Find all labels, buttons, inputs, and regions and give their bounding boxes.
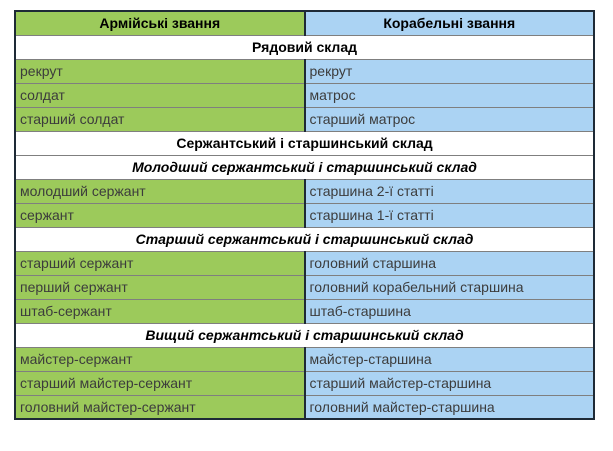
navy-rank-cell: старшина 1-ї статті [304,202,594,228]
navy-rank-cell: майстер-старшина [304,346,594,372]
army-rank-cell: старший солдат [15,106,306,132]
navy-rank-cell: старшина 2-ї статті [304,178,594,204]
navy-rank-cell: рекрут [304,58,594,84]
rank-row: штаб-сержант штаб-старшина [15,298,594,324]
navy-rank-cell: матрос [304,82,594,108]
rank-row: молодший сержант старшина 2-ї статті [15,178,594,204]
header-row: Армійські звання Корабельні звання [15,10,594,36]
rank-table-body: Рядовий склад рекрут рекрут солдат матрос ста… [15,34,594,420]
navy-rank-cell: головний старшина [304,250,594,276]
army-rank-cell: штаб-сержант [15,298,306,324]
navy-rank-cell: головний майстер-старшина [304,394,594,420]
subsection-row: Старший сержантський і старшинський скла… [15,226,594,252]
rank-row: старший сержант головний старшина [15,250,594,276]
subsection-heading: Вищий сержантський і старшинський склад [15,322,594,348]
army-ranks-column-header: Армійські звання [15,10,306,36]
rank-row: перший сержант головний корабельний старш… [15,274,594,300]
subsection-heading: Молодший сержантський і старшинський скл… [15,154,594,180]
navy-rank-cell: старший майстер-старшина [304,370,594,396]
navy-rank-cell: штаб-старшина [304,298,594,324]
rank-row: майстер-сержант майстер-старшина [15,346,594,372]
section-row: Сержантський і старшинський склад [15,130,594,156]
subsection-heading: Старший сержантський і старшинський скла… [15,226,594,252]
rank-row: старший солдат старший матрос [15,106,594,132]
army-rank-cell: сержант [15,202,306,228]
navy-rank-cell: головний корабельний старшина [304,274,594,300]
subsection-row: Вищий сержантський і старшинський склад [15,322,594,348]
subsection-row: Молодший сержантський і старшинський скл… [15,154,594,180]
army-rank-cell: молодший сержант [15,178,306,204]
rank-table-header: Армійські звання Корабельні звання [15,10,594,36]
navy-ranks-column-header: Корабельні звання [304,10,594,36]
army-rank-cell: майстер-сержант [15,346,306,372]
army-rank-cell: солдат [15,82,306,108]
rank-row: солдат матрос [15,82,594,108]
army-rank-cell: перший сержант [15,274,306,300]
rank-row: старший майстер-сержант старший майстер-с… [15,370,594,396]
section-heading: Рядовий склад [15,34,594,60]
army-rank-cell: головний майстер-сержант [15,394,306,420]
army-rank-cell: рекрут [15,58,306,84]
army-rank-cell: старший сержант [15,250,306,276]
rank-comparison-table: Армійські звання Корабельні звання Рядов… [14,10,595,420]
navy-rank-cell: старший матрос [304,106,594,132]
rank-row: рекрут рекрут [15,58,594,84]
rank-row: сержант старшина 1-ї статті [15,202,594,228]
section-row: Рядовий склад [15,34,594,60]
army-rank-cell: старший майстер-сержант [15,370,306,396]
section-heading: Сержантський і старшинський склад [15,130,594,156]
rank-row: головний майстер-сержант головний майстер… [15,394,594,420]
